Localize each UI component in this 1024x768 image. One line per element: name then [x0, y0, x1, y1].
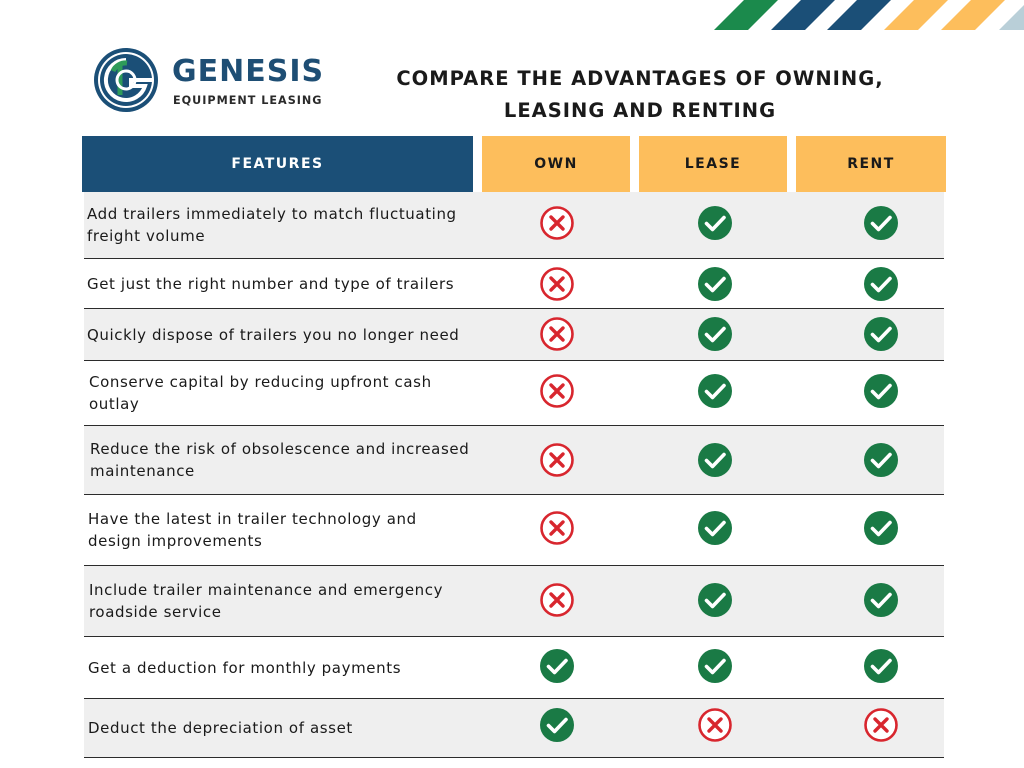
- genesis-logo-mark-icon: [93, 47, 159, 113]
- cross-circle-icon: [539, 373, 575, 409]
- feature-label: Have the latest in trailer technology an…: [88, 510, 417, 550]
- brand-subtitle: EQUIPMENT LEASING: [173, 94, 323, 107]
- decorative-stripes: [679, 0, 1024, 30]
- table-row: Include trailer maintenance and emergenc…: [84, 566, 944, 637]
- check-circle-icon: [697, 648, 733, 684]
- feature-label: Add trailers immediately to match fluctu…: [87, 205, 457, 245]
- feature-label: Quickly dispose of trailers you no longe…: [87, 325, 460, 344]
- check-circle-icon: [863, 510, 899, 546]
- check-circle-icon: [697, 582, 733, 618]
- check-circle-icon: [697, 442, 733, 478]
- cross-circle-icon: [539, 205, 575, 241]
- cross-circle-icon: [539, 316, 575, 352]
- decorative-stripe: [827, 0, 891, 30]
- decorative-stripe: [941, 0, 1005, 30]
- header-lease: LEASE: [639, 136, 787, 192]
- cross-circle-icon: [863, 707, 899, 743]
- cross-circle-icon: [539, 582, 575, 618]
- genesis-logo: GENESIS EQUIPMENT LEASING: [93, 47, 333, 119]
- table-row: Reduce the risk of obsolescence and incr…: [84, 426, 944, 495]
- feature-label: Conserve capital by reducing upfront cas…: [89, 373, 432, 413]
- table-row: Add trailers immediately to match fluctu…: [84, 192, 944, 259]
- check-circle-icon: [697, 205, 733, 241]
- header-features: FEATURES: [82, 136, 473, 192]
- table-row: Deduct the depreciation of asset: [84, 699, 944, 758]
- decorative-stripe: [771, 0, 835, 30]
- table-row: Get just the right number and type of tr…: [84, 259, 944, 309]
- check-circle-icon: [863, 373, 899, 409]
- check-circle-icon: [697, 373, 733, 409]
- cross-circle-icon: [539, 442, 575, 478]
- decorative-stripe: [884, 0, 948, 30]
- table-row: Conserve capital by reducing upfront cas…: [84, 361, 944, 426]
- feature-label: Reduce the risk of obsolescence and incr…: [90, 440, 470, 480]
- decorative-stripe: [999, 0, 1024, 30]
- decorative-stripe: [714, 0, 778, 30]
- feature-label: Get just the right number and type of tr…: [87, 274, 455, 293]
- cross-circle-icon: [697, 707, 733, 743]
- check-circle-icon: [863, 205, 899, 241]
- brand-name: GENESIS: [172, 54, 325, 89]
- feature-label: Include trailer maintenance and emergenc…: [89, 581, 444, 621]
- check-circle-icon: [863, 582, 899, 618]
- check-circle-icon: [863, 648, 899, 684]
- header-own: OWN: [482, 136, 630, 192]
- table-row: Have the latest in trailer technology an…: [84, 495, 944, 566]
- check-circle-icon: [539, 707, 575, 743]
- check-circle-icon: [697, 266, 733, 302]
- header-rent: RENT: [796, 136, 946, 192]
- cross-circle-icon: [539, 266, 575, 302]
- check-circle-icon: [539, 648, 575, 684]
- page-title: COMPARE THE ADVANTAGES OF OWNING, LEASIN…: [396, 67, 884, 122]
- check-circle-icon: [863, 442, 899, 478]
- table-row: Quickly dispose of trailers you no longe…: [84, 309, 944, 361]
- table-row: Get a deduction for monthly payments: [84, 637, 944, 699]
- check-circle-icon: [863, 316, 899, 352]
- feature-label: Deduct the depreciation of asset: [88, 719, 353, 737]
- check-circle-icon: [697, 316, 733, 352]
- cross-circle-icon: [539, 510, 575, 546]
- check-circle-icon: [863, 266, 899, 302]
- check-circle-icon: [697, 510, 733, 546]
- feature-label: Get a deduction for monthly payments: [88, 658, 402, 677]
